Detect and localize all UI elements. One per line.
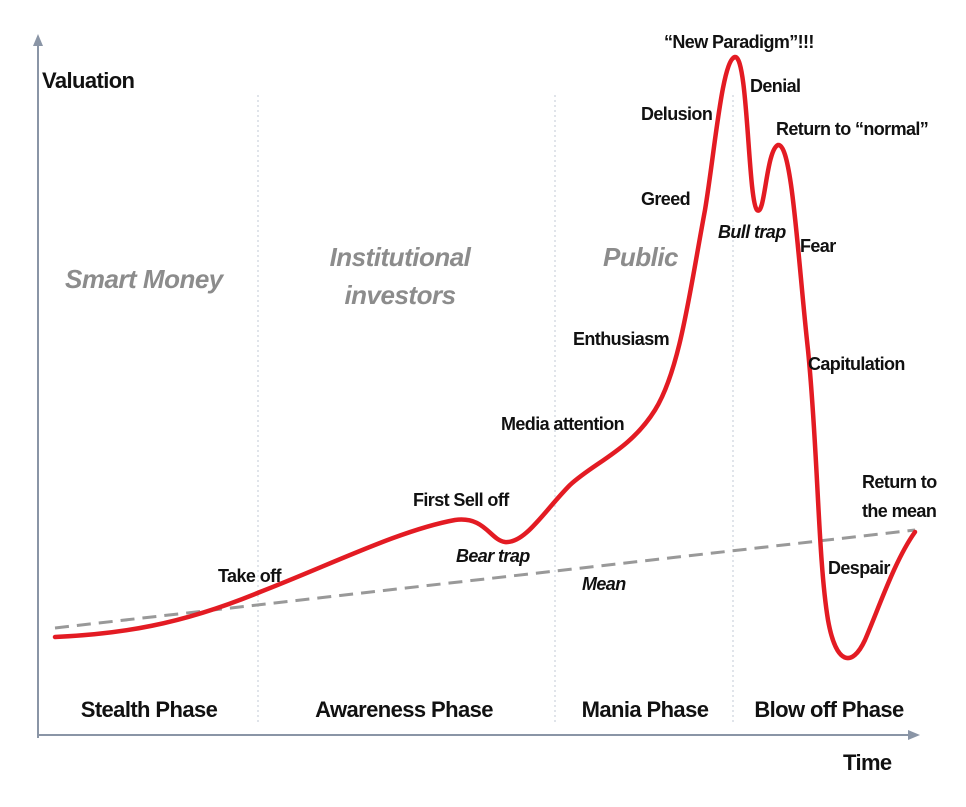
group-label: Smart Money bbox=[65, 264, 225, 294]
annotation: Fear bbox=[800, 236, 836, 256]
annotation: Despair bbox=[828, 558, 890, 578]
annotation: Greed bbox=[641, 189, 690, 209]
phase-label: Awareness Phase bbox=[315, 697, 493, 722]
annotation: Delusion bbox=[641, 104, 712, 124]
annotation: the mean bbox=[862, 501, 936, 521]
phase-label: Mania Phase bbox=[582, 697, 709, 722]
phase-label: Stealth Phase bbox=[81, 697, 218, 722]
valuation-curve bbox=[52, 54, 918, 661]
group-label: Institutional bbox=[330, 242, 472, 272]
annotation: Media attention bbox=[501, 414, 624, 434]
mean-line bbox=[54, 528, 916, 630]
annotation: Denial bbox=[750, 76, 800, 96]
group-label: Public bbox=[603, 242, 679, 272]
annotation: Return to bbox=[862, 472, 937, 492]
annotation: Enthusiasm bbox=[573, 329, 669, 349]
annotation: Bear trap bbox=[456, 546, 530, 566]
annotation: Take off bbox=[218, 566, 282, 586]
group-label: investors bbox=[344, 280, 455, 310]
annotation: First Sell off bbox=[413, 490, 510, 510]
annotation: Mean bbox=[582, 574, 626, 594]
annotation: “New Paradigm”!!! bbox=[664, 32, 814, 52]
y-arrow bbox=[33, 34, 43, 46]
annotation: Capitulation bbox=[808, 354, 905, 374]
phase-separators bbox=[257, 95, 734, 725]
phase-label: Blow off Phase bbox=[754, 697, 904, 722]
annotation: Return to “normal” bbox=[776, 119, 928, 139]
y-axis-label: Valuation bbox=[42, 68, 135, 93]
x-arrow bbox=[908, 730, 920, 740]
x-axis-label: Time bbox=[843, 750, 892, 775]
annotation: Bull trap bbox=[718, 222, 786, 242]
